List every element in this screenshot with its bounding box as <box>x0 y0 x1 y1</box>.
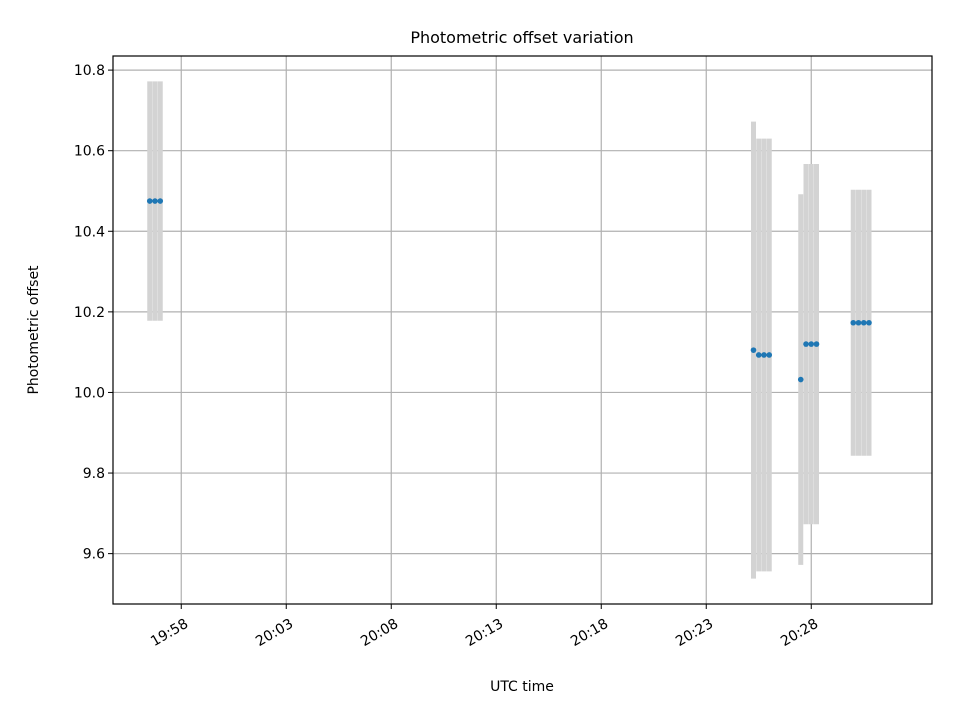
y-tick-label: 10.2 <box>74 305 105 321</box>
data-points <box>146 198 872 383</box>
data-point <box>855 319 862 326</box>
data-point <box>797 376 804 383</box>
chart-title: Photometric offset variation <box>410 28 633 47</box>
x-axis-label: UTC time <box>490 679 554 695</box>
y-tick-label: 9.6 <box>83 547 105 563</box>
data-point <box>750 347 757 353</box>
y-tick-label: 10.0 <box>74 385 105 401</box>
x-tick-label: 20:28 <box>778 616 821 650</box>
data-point <box>157 198 164 204</box>
data-point <box>860 319 867 326</box>
x-tick-label: 20:08 <box>358 616 401 650</box>
x-tick-label: 20:03 <box>253 616 296 650</box>
data-point <box>152 198 158 204</box>
grid <box>113 56 932 604</box>
errorbars <box>147 81 872 579</box>
x-tick-label: 20:23 <box>673 616 716 650</box>
data-point <box>866 319 872 326</box>
data-point <box>803 341 809 347</box>
y-tick-label: 10.4 <box>74 224 105 240</box>
data-point <box>755 352 762 358</box>
data-point <box>146 198 153 204</box>
data-point <box>850 319 857 326</box>
data-point <box>766 352 773 358</box>
x-tick-label: 19:58 <box>148 616 191 650</box>
y-tick-label: 10.8 <box>74 63 105 79</box>
x-axis-ticks: 19:58 20:03 20:08 20:13 20:18 20:23 20:28 <box>148 604 821 650</box>
y-tick-label: 10.6 <box>74 144 105 160</box>
data-point <box>761 352 767 358</box>
y-tick-label: 9.8 <box>83 466 105 482</box>
data-point <box>813 341 820 347</box>
y-axis-ticks: 9.6 9.8 10.0 10.2 10.4 10.6 10.8 <box>74 63 113 563</box>
x-tick-label: 20:13 <box>463 616 506 650</box>
y-axis-label: Photometric offset <box>26 265 42 395</box>
plot-area-frame <box>112 55 933 605</box>
data-point <box>808 341 815 347</box>
x-tick-label: 20:18 <box>568 616 611 650</box>
